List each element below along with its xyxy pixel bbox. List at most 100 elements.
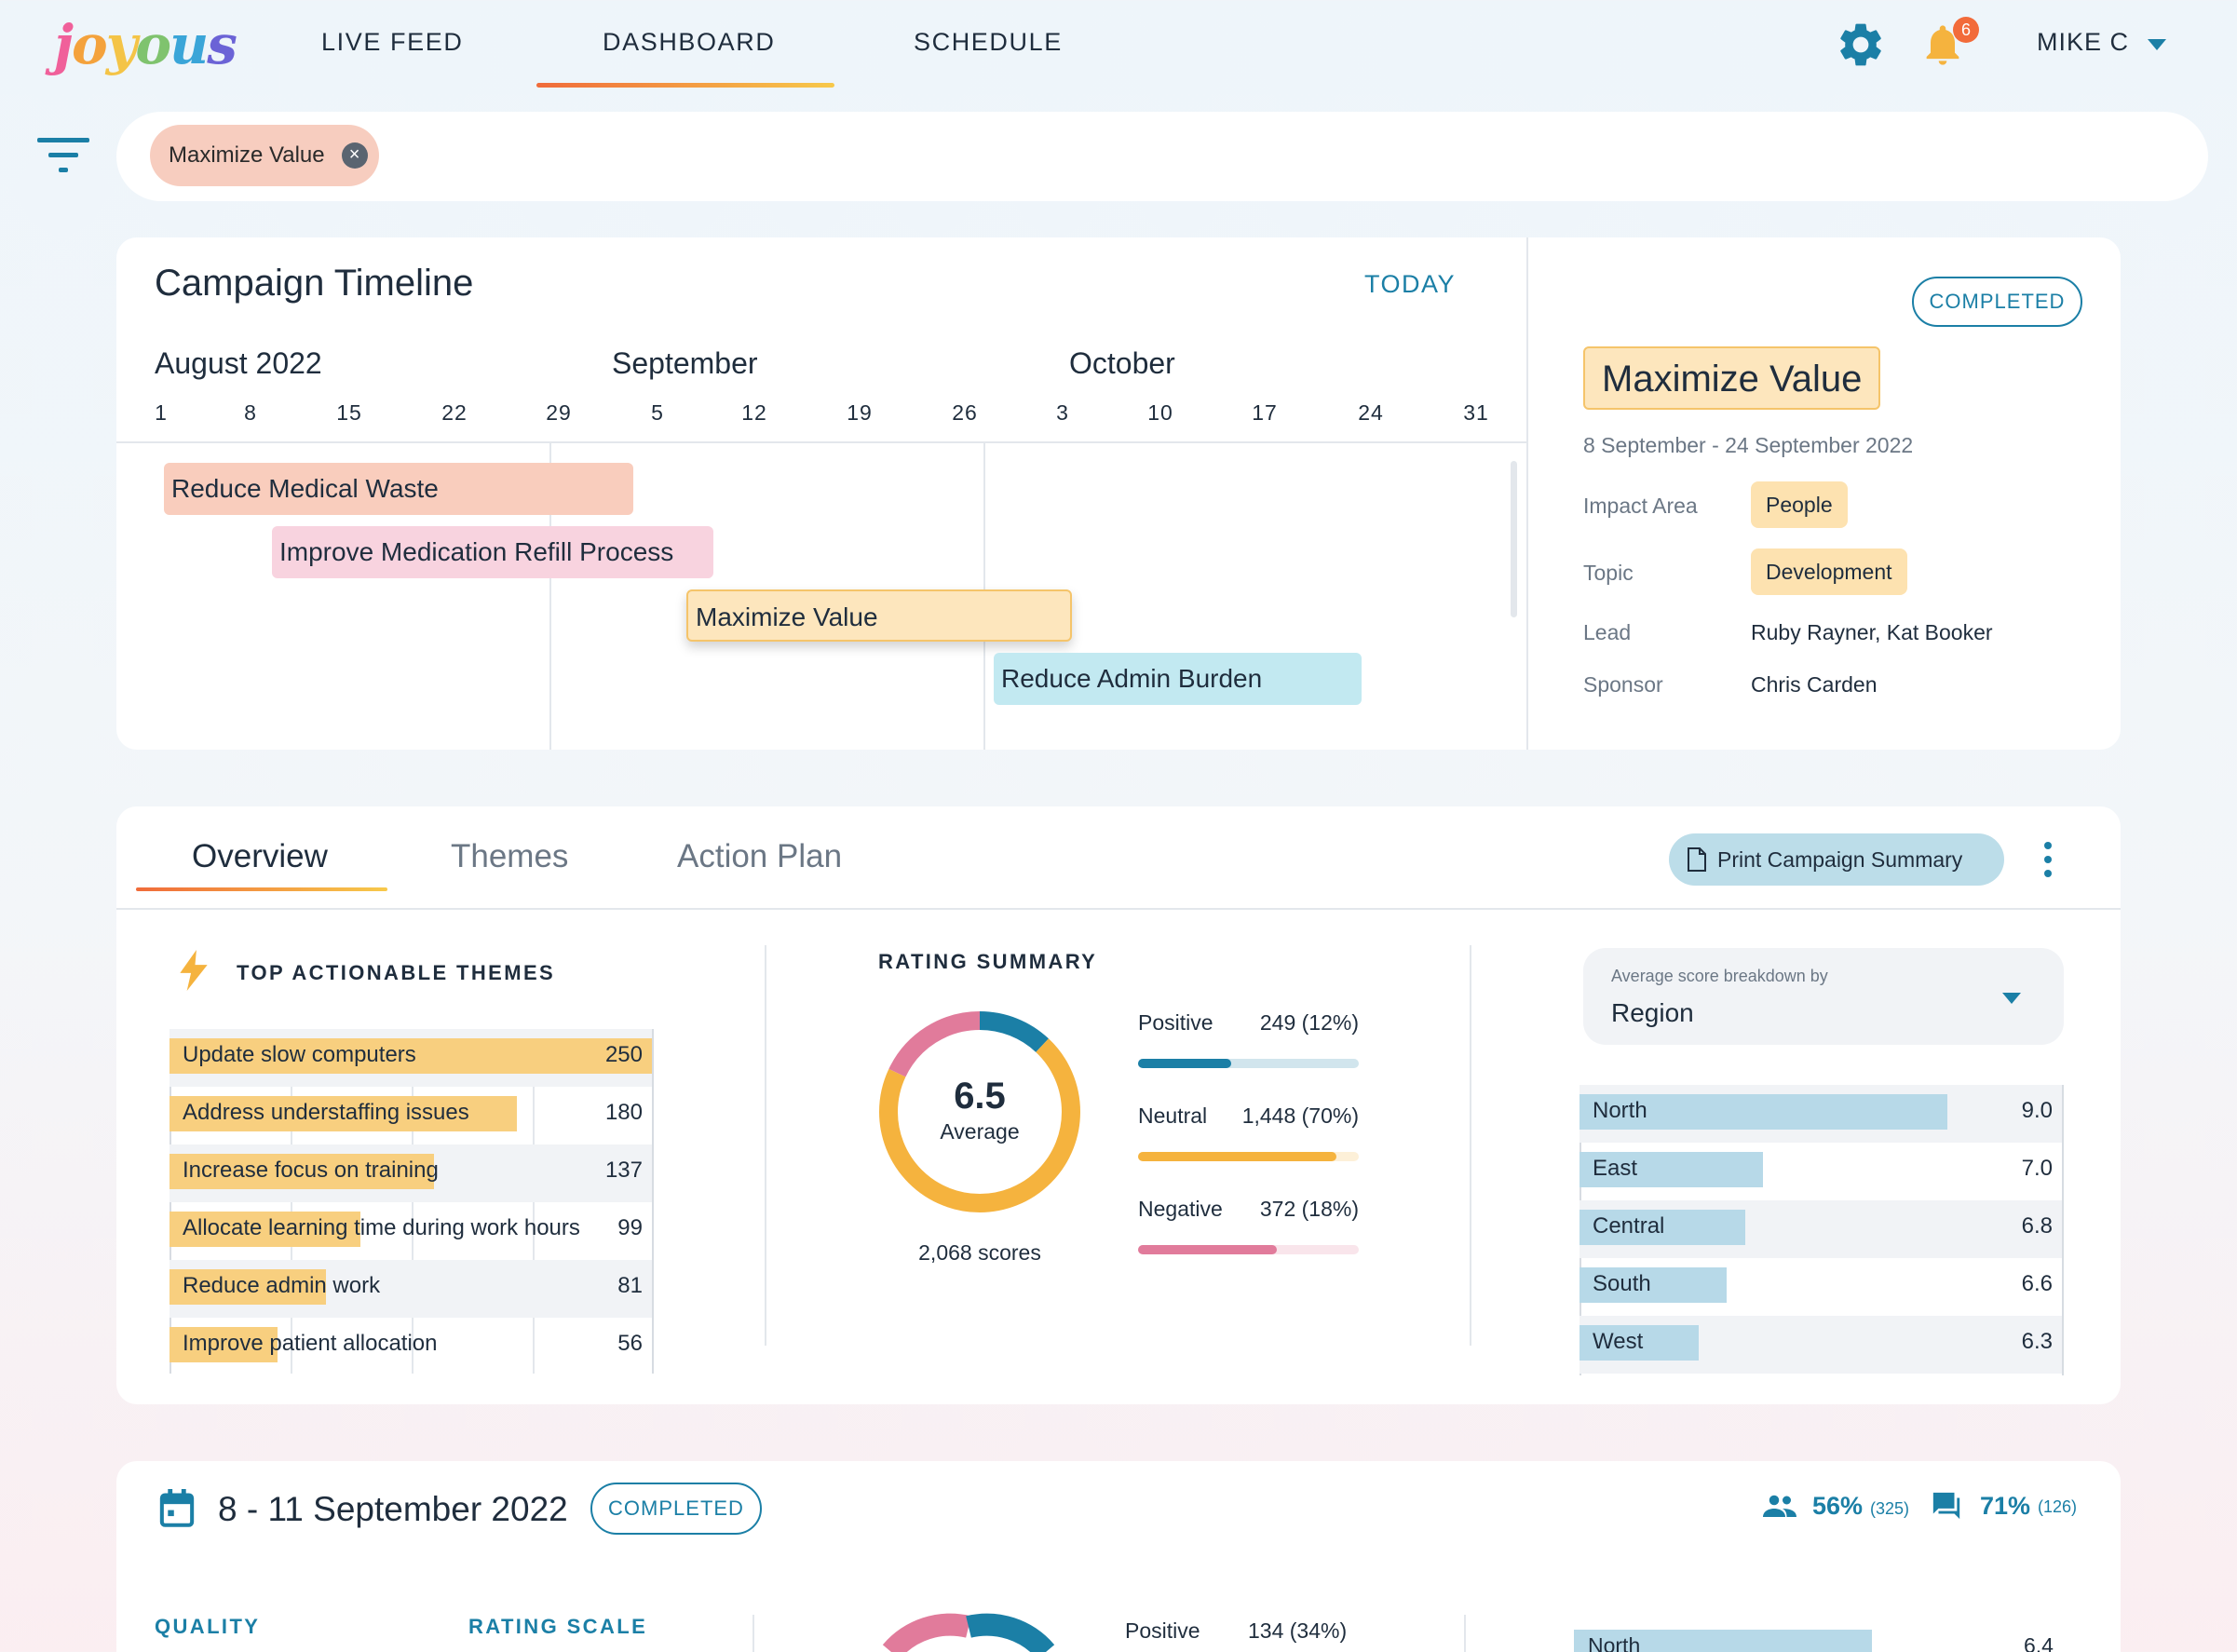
theme-count: 250 [604,1042,643,1067]
region-label: North [1593,1098,1647,1123]
region-label: West [1593,1329,1644,1354]
session-card [116,1461,2121,1652]
region-score: 9.0 [2021,1098,2053,1123]
filter-icon[interactable] [37,136,89,175]
theme-bar [169,1212,361,1247]
nav-schedule[interactable]: SCHEDULE [914,28,1063,56]
scores-count: 2,068 scores [918,1240,1041,1265]
theme-count: 56 [617,1331,643,1356]
themes-title: TOP ACTIONABLE THEMES [237,961,556,984]
region-label: East [1593,1156,1638,1181]
region-row[interactable]: South 6.6 [1579,1258,2062,1316]
topic-pill: Development [1751,548,1907,595]
gear-icon[interactable] [1835,19,1887,71]
theme-row[interactable]: Address understaffing issues 180 [169,1087,652,1144]
tab-action-plan[interactable]: Action Plan [677,838,843,874]
column-divider [1464,1615,1466,1652]
session-donut [882,1613,1055,1652]
timeline-tick: 31 [1463,400,1489,425]
donut-segment [879,1011,1080,1212]
average-label: Average [940,1119,1020,1144]
session-north-value: 6.4 [2024,1633,2054,1652]
theme-row[interactable]: Improve patient allocation 56 [169,1318,652,1375]
chevron-down-icon [2002,993,2021,1004]
timeline-tick: 3 [1056,400,1069,425]
average-score: 6.5 [954,1076,1006,1117]
document-icon [1688,847,1706,872]
breakdown-select-label: Average score breakdown by [1611,967,1828,985]
rating-bar-fill [1138,1245,1278,1254]
breakdown-chart: North 9.0 East 7.0 Central 6.8 South 6.6 West 6.3 [1579,1085,2064,1375]
rating-value: 372 (18%) [1259,1197,1359,1221]
theme-row[interactable]: Update slow computers 250 [169,1029,652,1087]
theme-bar [169,1327,278,1362]
region-row[interactable]: Central 6.8 [1579,1200,2062,1258]
timeline-title: Campaign Timeline [155,263,474,304]
sponsor-label: Sponsor [1583,672,1663,697]
rating-bar-fill [1138,1059,1231,1068]
session-dates: 8 - 11 September 2022 [218,1490,568,1528]
lead-label: Lead [1583,620,1632,644]
tab-themes[interactable]: Themes [451,838,569,874]
nav-live-feed[interactable]: LIVE FEED [321,28,464,56]
region-row[interactable]: North 9.0 [1579,1085,2062,1143]
campaign-bar[interactable]: Reduce Admin Burden [994,653,1362,705]
theme-row[interactable]: Increase focus on training 137 [169,1144,652,1202]
impact-pill: People [1751,481,1848,528]
rating-bar-fill [1138,1152,1337,1161]
today-button[interactable]: TODAY [1364,270,1457,298]
close-icon[interactable]: × [341,142,368,169]
timeline-tick: 17 [1252,400,1278,425]
nav-dashboard[interactable]: DASHBOARD [603,28,776,56]
filter-chip-label: Maximize Value [169,142,325,168]
theme-row[interactable]: Allocate learning time during work hours… [169,1202,652,1260]
bell-icon[interactable] [1918,20,1967,69]
region-score: 6.3 [2021,1329,2053,1354]
comment-count: (126) [2038,1497,2078,1516]
rating-bar-track [1138,1059,1359,1068]
theme-bar [169,1096,517,1131]
comment-rate: 71% [1980,1492,2031,1520]
timeline-tick: 29 [546,400,572,425]
notification-badge: 6 [1953,17,1979,43]
region-row[interactable]: West 6.3 [1579,1316,2062,1374]
rating-label: Negative [1138,1197,1223,1221]
user-menu[interactable]: MIKE C [2037,28,2130,56]
nav-active-underline [536,83,834,88]
month-label: August 2022 [155,346,322,380]
theme-row[interactable]: Reduce admin work 81 [169,1260,652,1318]
column-divider [1470,945,1471,1346]
participation-rate: 56% [1812,1492,1864,1520]
timeline-tick: 22 [441,400,468,425]
filter-chip[interactable]: Maximize Value × [150,125,379,186]
status-badge: COMPLETED [590,1483,762,1535]
more-vertical-icon[interactable] [2041,841,2054,878]
campaign-bar[interactable]: Reduce Medical Waste [164,463,633,515]
chevron-down-icon[interactable] [2148,39,2166,50]
campaign-bar-selected[interactable]: Maximize Value [686,589,1072,642]
theme-label: Improve patient allocation [183,1331,438,1356]
scrollbar[interactable] [1511,461,1517,617]
rating-value: 1,448 (70%) [1241,1104,1359,1128]
timeline-tick: 12 [741,400,767,425]
column-divider [752,1615,754,1652]
session-positive-label: Positive [1125,1618,1200,1643]
tab-overview[interactable]: Overview [192,838,328,874]
print-summary-label: Print Campaign Summary [1717,847,1963,872]
theme-count: 137 [604,1158,643,1183]
region-bar [1579,1094,1947,1130]
filter-bar: Maximize Value × [116,112,2208,201]
theme-bar [169,1269,326,1305]
calendar-icon [159,1489,195,1527]
region-row[interactable]: East 7.0 [1579,1143,2062,1200]
breakdown-select[interactable]: Average score breakdown by Region [1583,948,2064,1045]
print-summary-button[interactable]: Print Campaign Summary [1669,833,2004,886]
timeline-tick: 8 [244,400,257,425]
card-divider [1526,237,1528,750]
region-bar [1579,1267,1727,1303]
campaign-bar[interactable]: Improve Medication Refill Process [272,526,713,578]
theme-label: Update slow computers [183,1042,416,1067]
joyous-logo[interactable]: joyous [54,13,237,76]
lightning-icon [180,950,208,991]
rating-title: RATING SUMMARY [878,950,1098,973]
